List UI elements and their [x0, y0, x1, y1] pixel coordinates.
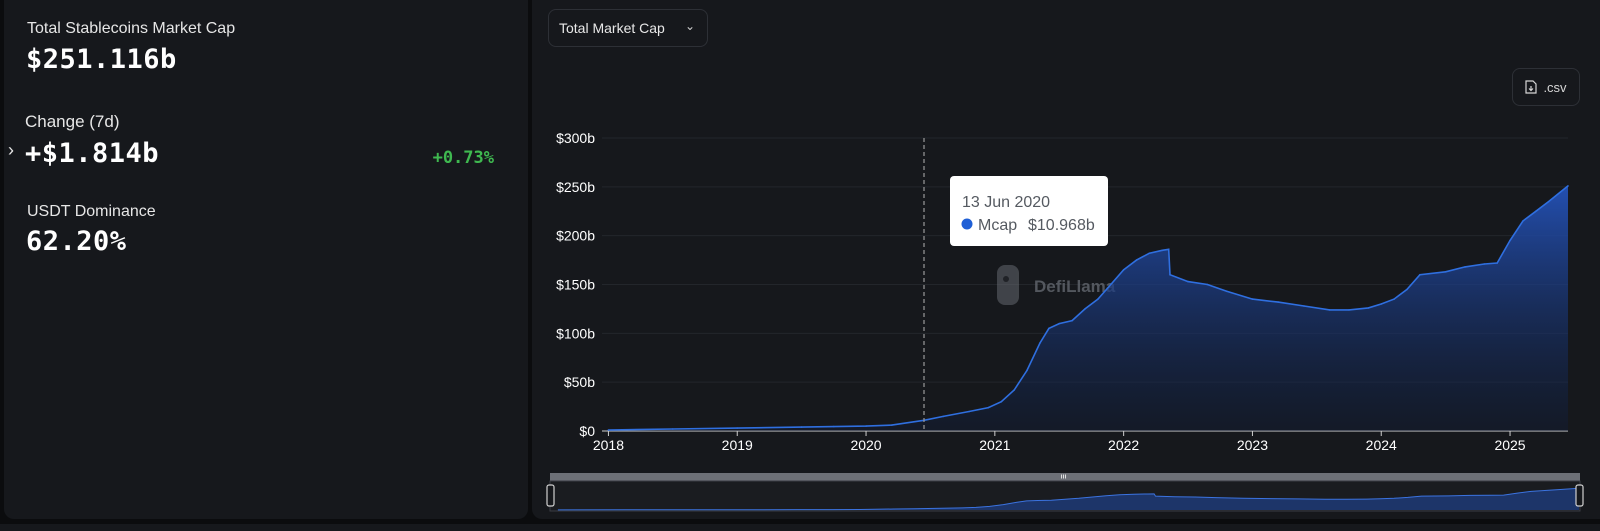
data-point	[891, 424, 893, 426]
data-point	[1547, 200, 1550, 203]
data-point	[1444, 271, 1447, 273]
change-percent: +0.73%	[432, 148, 494, 168]
data-point	[1071, 319, 1073, 322]
data-point	[1110, 283, 1112, 286]
data-point	[1535, 210, 1537, 213]
data-point	[1000, 400, 1003, 403]
llama-logo-icon	[997, 265, 1019, 305]
metric-dropdown[interactable]: Total Market Cap ⌄	[548, 9, 708, 47]
x-tick-label: 2020	[850, 437, 881, 453]
metric-dropdown-label: Total Market Cap	[559, 20, 665, 36]
data-point	[736, 427, 738, 429]
x-axis: 2018 2019 2020 2021 2022 2023 2024 2025	[593, 430, 1568, 453]
data-point	[1122, 269, 1125, 271]
data-point	[1567, 185, 1569, 187]
x-tick-label: 2019	[722, 437, 753, 453]
slider-left-handle[interactable]	[546, 484, 555, 507]
x-tick-label: 2025	[1494, 437, 1525, 453]
data-point	[1135, 259, 1138, 261]
x-tick-label: 2018	[593, 437, 624, 453]
data-point	[1277, 301, 1279, 303]
slider-right-handle[interactable]	[1575, 484, 1584, 507]
data-point	[1393, 298, 1395, 300]
data-point	[1419, 273, 1421, 276]
file-download-icon	[1525, 80, 1538, 94]
tooltip-date: 13 Jun 2020	[962, 194, 1050, 211]
data-point	[1522, 220, 1524, 222]
data-point	[865, 425, 867, 427]
change-value: +$1.814b	[25, 138, 160, 169]
data-point	[1225, 290, 1228, 293]
data-point	[1367, 307, 1370, 309]
data-point	[1048, 327, 1050, 330]
data-point	[987, 406, 990, 409]
data-point	[1348, 309, 1350, 311]
data-point	[672, 428, 674, 430]
tooltip-box	[950, 176, 1108, 246]
y-tick-label: $0	[579, 423, 595, 439]
data-point	[1328, 309, 1331, 311]
data-point	[833, 425, 835, 428]
data-point	[1058, 322, 1060, 325]
data-point	[1303, 305, 1305, 307]
data-point	[1380, 303, 1382, 305]
data-point	[1251, 298, 1254, 300]
market-cap-area	[608, 185, 1568, 431]
y-tick-label: $200b	[556, 228, 595, 244]
data-point	[1084, 308, 1086, 310]
data-point	[1187, 280, 1189, 283]
data-point	[1206, 283, 1209, 286]
chevron-right-icon[interactable]: ›	[8, 140, 14, 160]
tooltip-value: $10.968b	[1028, 217, 1095, 234]
y-tick-label: $250b	[556, 179, 595, 195]
y-tick-label: $50b	[564, 374, 595, 390]
y-axis: $0 $50b $100b $150b $200b $250b $300b	[556, 130, 595, 439]
stats-panel	[4, 0, 528, 519]
x-tick-label: 2022	[1108, 437, 1139, 453]
range-slider[interactable]	[546, 473, 1584, 512]
data-point	[800, 426, 803, 428]
y-tick-label: $150b	[556, 277, 595, 293]
chevron-down-icon: ⌄	[684, 19, 695, 33]
chart-panel	[532, 0, 1600, 519]
data-point	[968, 410, 970, 413]
data-point	[1464, 266, 1466, 268]
data-point	[1406, 288, 1408, 291]
csv-label: .csv	[1543, 79, 1567, 95]
x-tick-label: 2024	[1366, 437, 1397, 453]
data-point	[1039, 342, 1041, 344]
data-point	[1013, 389, 1015, 391]
data-point	[1097, 298, 1099, 300]
data-point	[1161, 249, 1164, 252]
watermark: DefiLlama	[997, 265, 1116, 305]
change-label: Change (7d)	[25, 112, 120, 131]
data-point	[607, 429, 610, 431]
dominance-value: 62.20%	[26, 226, 127, 257]
x-tick-label: 2023	[1237, 437, 1268, 453]
data-point	[1169, 273, 1171, 276]
y-tick-label: $100b	[556, 325, 595, 341]
y-tick-label: $300b	[556, 130, 595, 146]
data-point	[1496, 262, 1498, 264]
market-cap-value: $251.116b	[26, 44, 177, 75]
dominance-label: USDT Dominance	[27, 203, 156, 220]
watermark-text: DefiLlama	[1034, 277, 1116, 296]
data-point	[1148, 252, 1151, 254]
market-cap-label: Total Stablecoins Market Cap	[27, 20, 236, 37]
data-point	[1026, 369, 1028, 372]
mini-line	[557, 487, 1580, 511]
data-point	[1167, 248, 1170, 251]
slider-grip-icon	[1061, 474, 1066, 479]
bottom-strip	[0, 524, 1600, 531]
tooltip-series-name: Mcap	[978, 217, 1017, 234]
data-point	[942, 415, 945, 418]
x-tick-label: 2021	[979, 437, 1010, 453]
tooltip: 13 Jun 2020 Mcap $10.968b	[950, 176, 1108, 246]
data-point	[1483, 263, 1486, 265]
csv-download-button[interactable]: .csv	[1512, 68, 1580, 106]
tooltip-series-dot	[961, 218, 973, 230]
data-point	[1509, 239, 1511, 242]
